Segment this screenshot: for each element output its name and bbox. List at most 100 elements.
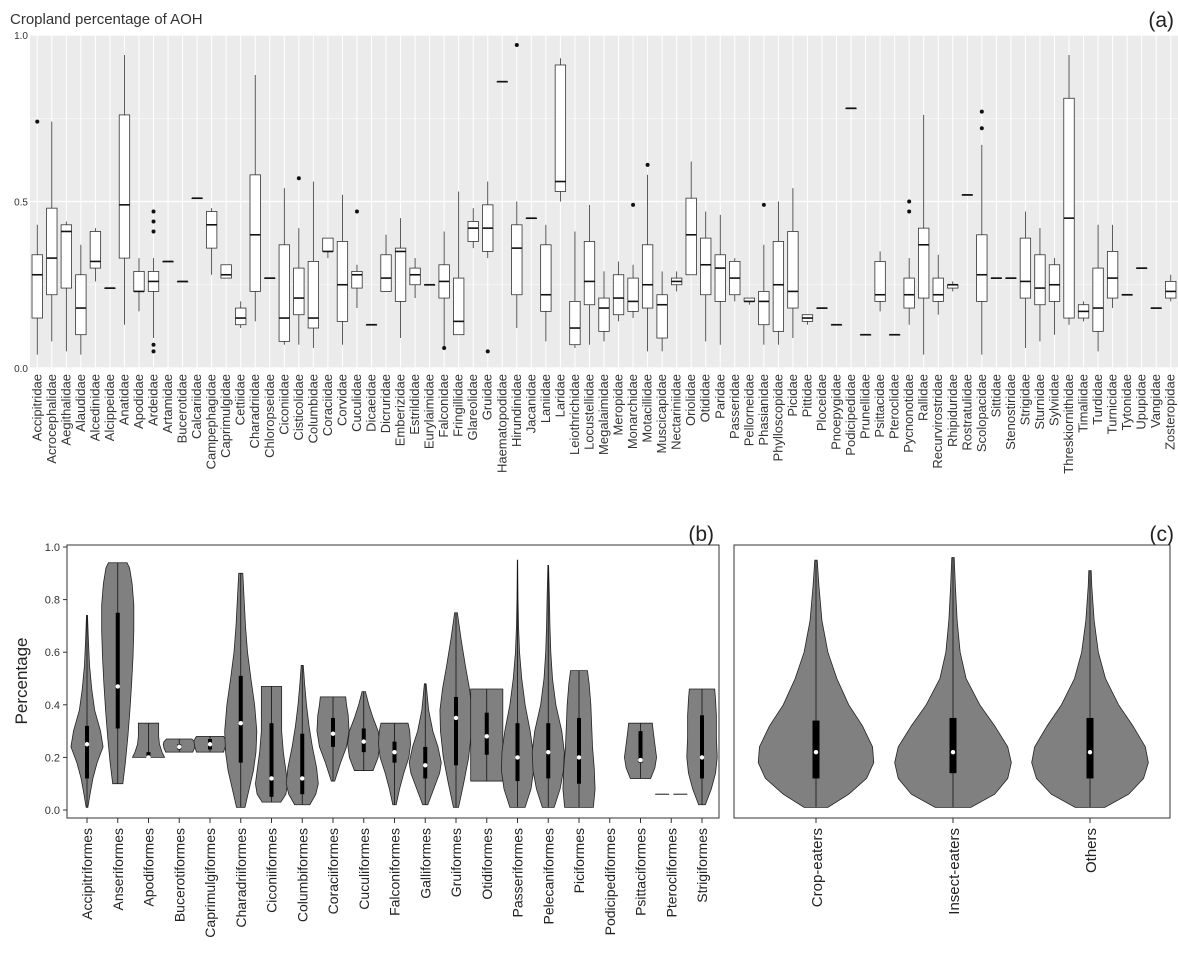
violin-crop-eaters [757,559,875,808]
median-dot [207,742,213,747]
x-tick-label: Coraciiformes [325,828,341,914]
x-tick-label: Accipitridae [29,374,44,441]
x-tick-label: Tytonidae [1119,374,1134,430]
box-threskiornithidae [1063,54,1075,325]
box [918,227,930,299]
x-tick-label: Meropidae [611,374,626,435]
box-rhipiduridae [947,281,959,292]
x-tick-label: Pteroclidae [887,374,902,439]
box [656,294,668,339]
box-corvidae [336,194,349,345]
box [641,244,654,309]
box-alcedinidae [89,228,102,282]
x-tick-label: Turnicidae [1105,374,1120,434]
box-sittidae [990,277,1002,279]
violin-others [1031,570,1149,808]
violin-columbiformes [285,664,319,806]
x-tick-label: Campephagidae [204,374,219,469]
violin-otidiformes [470,688,504,782]
x-tick-label: Leiothrichidae [567,374,582,455]
panel-a-boxes [31,42,1177,355]
box [772,241,785,332]
box-fringillidae [453,191,465,336]
box-recurvirostridae [932,254,944,315]
box-emberizidae [394,218,407,339]
box-rallidae [918,114,930,355]
median-dot [361,739,366,744]
iqr-bar [577,717,581,784]
box [235,307,247,326]
x-tick-label: Falconiformes [387,828,403,916]
box-accipitridae [31,119,43,355]
x-tick-label: Apodidae [131,374,146,429]
median-dot [269,776,274,781]
box-coraciidae [322,237,334,259]
iqr-bar [812,720,820,779]
outlier-point [907,209,912,214]
x-tick-label: Coraciidae [320,374,335,436]
x-tick-label: Apodiformes [141,828,157,907]
box [249,174,261,292]
x-tick-label: Haematopodidae [494,374,509,473]
median-dot [576,755,582,760]
outlier-point [631,202,636,207]
x-tick-label: Cettiidae [233,374,248,425]
box-eurylaimidae [423,283,436,286]
violin-caprimulgiformes [193,735,227,753]
box-prunellidae [859,333,872,336]
box-apodidae [133,258,145,312]
box [220,264,232,279]
box-cisticolidae [293,176,305,345]
box-glareolidae [467,208,479,249]
box-pittidae [801,314,814,325]
outlier-point [151,209,156,214]
box-phylloscopidae [772,201,785,345]
x-tick-label: Threskiornithidae [1061,374,1076,474]
box-motacillidae [641,162,654,352]
x-tick-label: Alcedinidae [87,374,102,441]
box [75,274,87,336]
box [685,197,697,276]
x-tick-label: Phylloscopidae [770,374,785,461]
box [787,231,799,309]
median-dot [813,749,819,755]
panel-c-x-labels: Crop-eaters Insect-eaters Others [809,818,1100,915]
x-tick-label: Sylviidae [1046,374,1061,426]
x-tick-label: Caprimulgidae [218,374,233,458]
x-tick-label: Pycnonotidae [901,374,916,453]
x-tick-label: Accipitriformes [79,828,95,920]
outlier-point [979,109,984,114]
outlier-point [907,199,912,204]
box [60,224,72,289]
x-tick-label: Pnoepygidae [829,374,844,450]
iqr-bar [146,752,151,758]
box [31,254,43,319]
box-tytonidae [1121,293,1133,296]
x-tick-label: Fringillidae [451,374,466,437]
violin-passeriformes [501,559,534,808]
outlier-point [485,349,490,354]
box-rostratulidae [961,194,973,196]
x-tick-label: Bucerotidae [175,374,190,443]
box [1048,264,1061,302]
box-dicaeidae [365,323,378,326]
violin-gruiformes [439,612,473,808]
panel-c-violin: (c) Crop-eaters Insect-eaters Others [733,523,1174,915]
x-tick-label: Crop-eaters [809,828,826,907]
box [598,297,610,332]
outlier-point [151,342,156,347]
box [206,211,218,249]
panel-a-boxplot: Cropland percentage of AOH (a) 0.0 0.5 1.0… [10,9,1178,474]
box-aegithalidae [60,221,72,352]
violin-piciformes [562,670,596,808]
box-alcippeidae [104,287,116,289]
x-tick-label: Dicruridae [378,374,393,433]
box-pellorneidae [743,297,755,305]
y-tick-label: 0.2 [45,752,60,764]
x-tick-label: Strigiformes [694,828,710,903]
median-dot [84,742,90,747]
x-tick-label: Monarchidae [625,374,640,449]
y-tick-label: 0.6 [45,647,60,659]
x-tick-label: Corvidae [334,374,349,426]
